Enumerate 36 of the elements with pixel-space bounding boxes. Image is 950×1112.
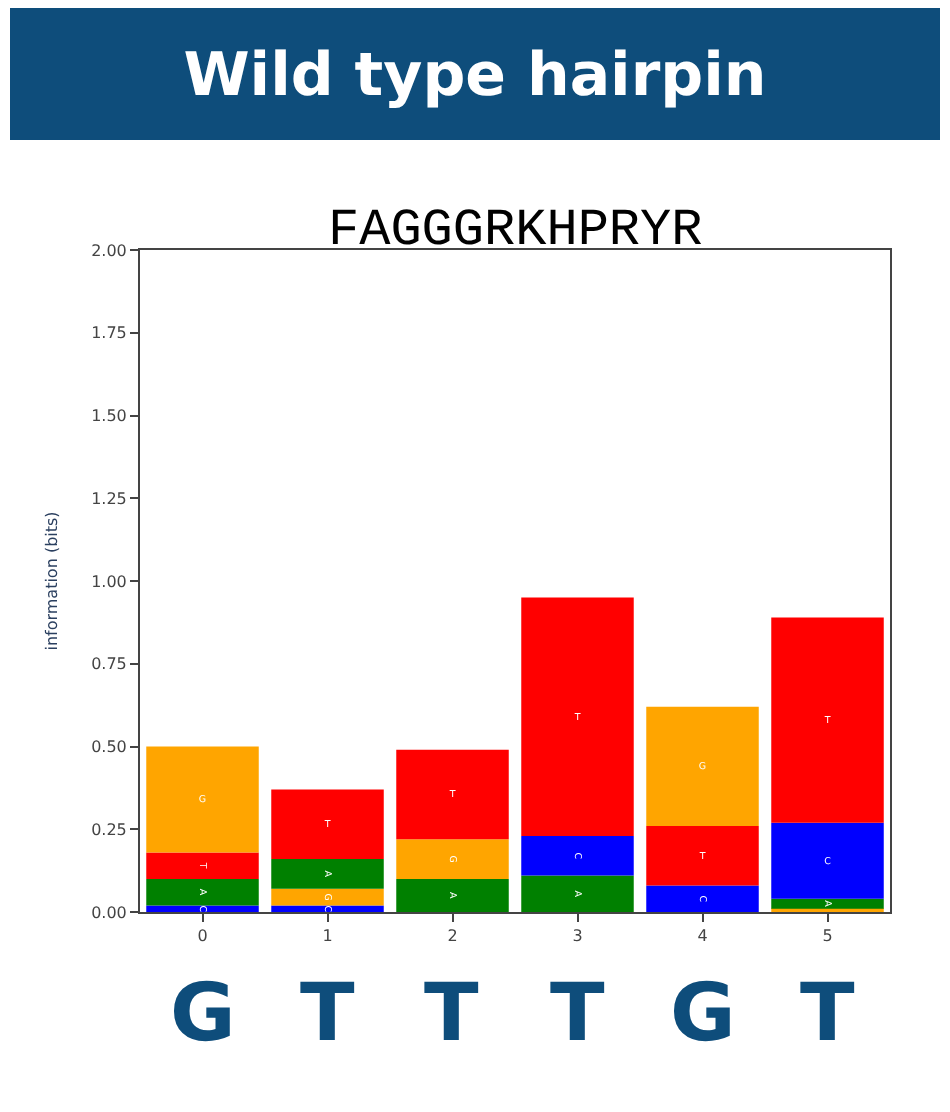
y-tick-label: 1.00 (91, 572, 127, 591)
bar (146, 852, 259, 879)
chart-title: Wild type hairpin (183, 41, 767, 111)
y-tick-label: 0.75 (91, 655, 127, 674)
y-axis-title: information (bits) (42, 511, 61, 651)
x-tick-label: 2 (447, 927, 458, 946)
x-tick-label: 0 (197, 927, 208, 946)
y-tick-label: 2.00 (91, 241, 127, 260)
text: G (670, 968, 736, 1060)
text: T (550, 968, 606, 1060)
bar (521, 597, 634, 836)
bar (771, 898, 884, 909)
bar (646, 885, 759, 912)
y-tick-label: 0.25 (91, 820, 127, 839)
text: T (800, 968, 856, 1060)
text: T (300, 968, 356, 1060)
x-tick-label: 1 (322, 927, 333, 946)
y-tick-label: 1.75 (91, 324, 127, 343)
bar (146, 905, 259, 912)
bar (396, 839, 509, 879)
y-tick-label: 0.50 (91, 738, 127, 757)
text: G (170, 968, 236, 1060)
x-tick-label: 5 (822, 927, 833, 946)
text: T (424, 968, 480, 1060)
bar (771, 617, 884, 823)
bar (271, 789, 384, 860)
x-tick-label: 4 (697, 927, 708, 946)
y-tick-label: 1.25 (91, 489, 127, 508)
bar (271, 905, 384, 912)
bar (146, 878, 259, 906)
x-tick-label: 3 (572, 927, 583, 946)
y-tick-label: 1.50 (91, 407, 127, 426)
chart-subtitle: FAGGGRKHPRYR (328, 200, 703, 260)
bar (271, 888, 384, 906)
y-tick-label: 0.00 (91, 903, 127, 922)
bar (396, 749, 509, 840)
